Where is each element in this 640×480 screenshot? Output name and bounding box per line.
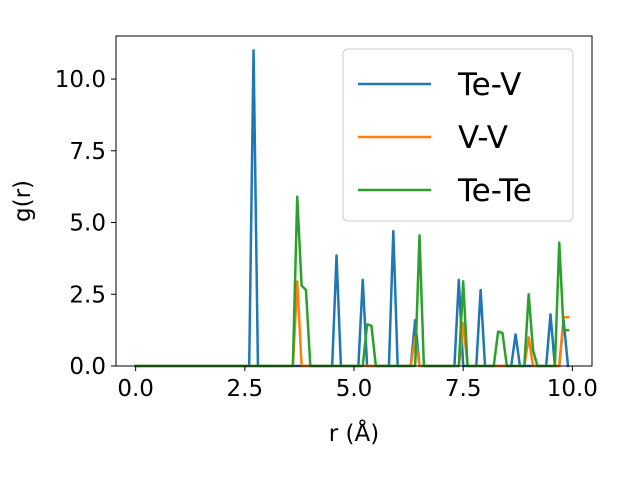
y-tick-label: 7.5 (69, 139, 106, 165)
y-axis-ticks: 0.0 2.5 5.0 7.5 10.0 (55, 67, 116, 380)
legend-label-te-v: Te-V (457, 67, 521, 103)
x-axis-label: r (Å) (329, 419, 379, 447)
x-axis-ticks: 0.0 2.5 5.0 7.5 10.0 (117, 366, 598, 402)
series-line-v-v (134, 280, 570, 368)
legend: Te-V V-V Te-Te (342, 48, 574, 222)
y-axis-label: g(r) (10, 180, 36, 222)
series-line-te-te (134, 195, 570, 368)
x-tick-label: 2.5 (227, 376, 264, 402)
x-tick-label: 0.0 (117, 376, 154, 402)
legend-label-v-v: V-V (458, 120, 508, 156)
x-tick-label: 5.0 (336, 376, 373, 402)
x-tick-label: 10.0 (547, 376, 598, 402)
y-tick-label: 10.0 (55, 67, 106, 93)
y-tick-label: 5.0 (69, 211, 106, 237)
y-tick-label: 0.0 (69, 354, 106, 380)
x-tick-label: 7.5 (445, 376, 482, 402)
legend-entries: Te-V V-V Te-Te (358, 67, 532, 209)
y-tick-label: 2.5 (69, 282, 106, 308)
legend-label-te-te: Te-Te (457, 173, 532, 209)
legend-box (342, 48, 574, 222)
